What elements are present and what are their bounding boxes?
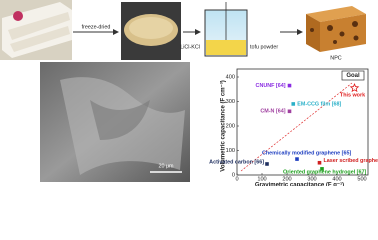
- powder-photo: [121, 2, 181, 60]
- scale-bar-label: 20 μm: [158, 163, 174, 169]
- salt-label: LiCl-KCl: [180, 44, 200, 50]
- y-tick-label: 300: [226, 99, 235, 105]
- point-label: Chemically modified graphene [65]: [262, 150, 351, 156]
- y-tick-label: 0: [232, 172, 235, 178]
- trend-arrow: [240, 82, 353, 172]
- step-label: freeze-dried: [82, 24, 111, 30]
- y-tick-label: 400: [226, 74, 235, 80]
- point: [287, 109, 292, 114]
- goal-label: Goal: [346, 73, 360, 79]
- y-tick-label: 200: [226, 123, 235, 129]
- point: [317, 160, 322, 165]
- npc-cube: [306, 6, 366, 52]
- powder-label: tofu powder: [250, 44, 278, 50]
- point: [320, 167, 324, 171]
- x-tick-label: 200: [282, 176, 291, 182]
- crucible: [204, 2, 248, 57]
- point: [265, 162, 269, 166]
- y-axis-label: Volumetric capacitance (F cm⁻³): [220, 80, 227, 171]
- x-tick-label: 0: [235, 176, 238, 182]
- figure: freeze-dried LiCl-KCl tofu powder NPC 20…: [0, 0, 378, 186]
- point-label: Laser scribed graphene [69]: [324, 158, 378, 164]
- point: [291, 102, 296, 106]
- point: [287, 83, 292, 88]
- point-label: This work: [340, 92, 365, 98]
- x-tick-label: 400: [332, 176, 341, 182]
- product-label: NPC: [330, 55, 341, 61]
- point-label: EM-CCG film [68]: [297, 101, 341, 107]
- x-tick-label: 100: [257, 176, 266, 182]
- point-label: Oriented graphene hydrogel [67]: [283, 169, 366, 175]
- goal-box: [341, 70, 365, 81]
- point-label: CNUNF [64]: [256, 83, 286, 89]
- x-axis-label: Gravimetric capacitance (F g⁻¹): [255, 182, 344, 186]
- capacitance-chart: 0 100 200 300 400 5000100200300400Gravimetric…: [209, 68, 378, 186]
- point: [295, 157, 299, 161]
- sem-image: [40, 62, 190, 182]
- point-label: CM-N [64]: [260, 109, 285, 115]
- x-tick-label: 500: [357, 176, 366, 182]
- plot-frame: [236, 68, 369, 176]
- page: {"diagram":{"step1":"freeze-dried","salt…: [0, 0, 378, 186]
- point-label: Activated carbon [66]: [209, 159, 264, 165]
- tofu-photo: [0, 0, 72, 60]
- y-tick-label: 100: [226, 148, 235, 154]
- x-tick-label: 300: [307, 176, 316, 182]
- point: [349, 82, 360, 93]
